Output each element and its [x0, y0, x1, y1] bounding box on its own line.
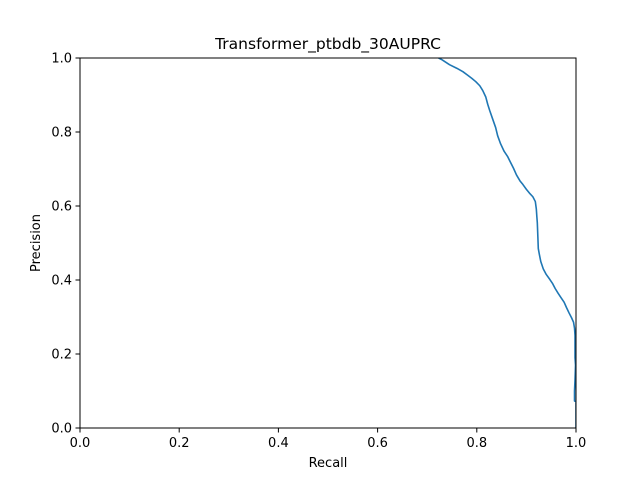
y-axis-label: Precision — [29, 214, 44, 272]
plot-area — [79, 57, 577, 429]
x-axis-ticks: 0.0 0.2 0.4 0.6 0.8 1.0 — [70, 428, 587, 451]
y-tick-label: 1.0 — [51, 52, 72, 67]
precision-recall-curve — [438, 58, 576, 428]
series-layer — [438, 58, 576, 428]
x-tick-label: 0.6 — [367, 436, 388, 451]
x-tick-label: 0.8 — [466, 436, 487, 451]
x-tick-label: 0.4 — [268, 436, 289, 451]
y-tick-label: 0.2 — [51, 348, 72, 363]
y-axis-ticks: 0.0 0.2 0.4 0.6 0.8 1.0 — [51, 52, 80, 437]
x-tick-label: 0.0 — [70, 436, 91, 451]
plot-frame — [79, 57, 577, 429]
y-tick-label: 0.0 — [51, 422, 72, 437]
chart-title: Transformer_ptbdb_30AUPRC — [214, 35, 441, 54]
x-tick-label: 0.2 — [169, 436, 190, 451]
y-tick-label: 0.6 — [51, 200, 72, 215]
y-tick-label: 0.8 — [51, 126, 72, 141]
y-tick-label: 0.4 — [51, 274, 72, 289]
x-tick-label: 1.0 — [566, 436, 587, 451]
x-axis-label: Recall — [309, 456, 348, 471]
